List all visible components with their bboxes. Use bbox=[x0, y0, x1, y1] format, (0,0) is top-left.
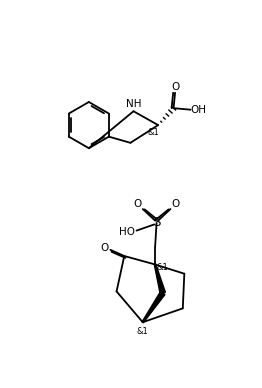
Text: &1: &1 bbox=[137, 327, 149, 336]
Text: O: O bbox=[172, 199, 180, 210]
Text: NH: NH bbox=[126, 99, 141, 109]
Text: HO: HO bbox=[119, 227, 135, 237]
Text: O: O bbox=[100, 243, 108, 253]
Polygon shape bbox=[154, 264, 165, 294]
Text: O: O bbox=[171, 82, 179, 92]
Text: &1: &1 bbox=[148, 128, 159, 137]
Text: &1: &1 bbox=[157, 263, 169, 272]
Text: S: S bbox=[153, 217, 160, 229]
Text: O: O bbox=[133, 199, 141, 210]
Polygon shape bbox=[142, 291, 165, 323]
Text: OH: OH bbox=[190, 105, 206, 115]
